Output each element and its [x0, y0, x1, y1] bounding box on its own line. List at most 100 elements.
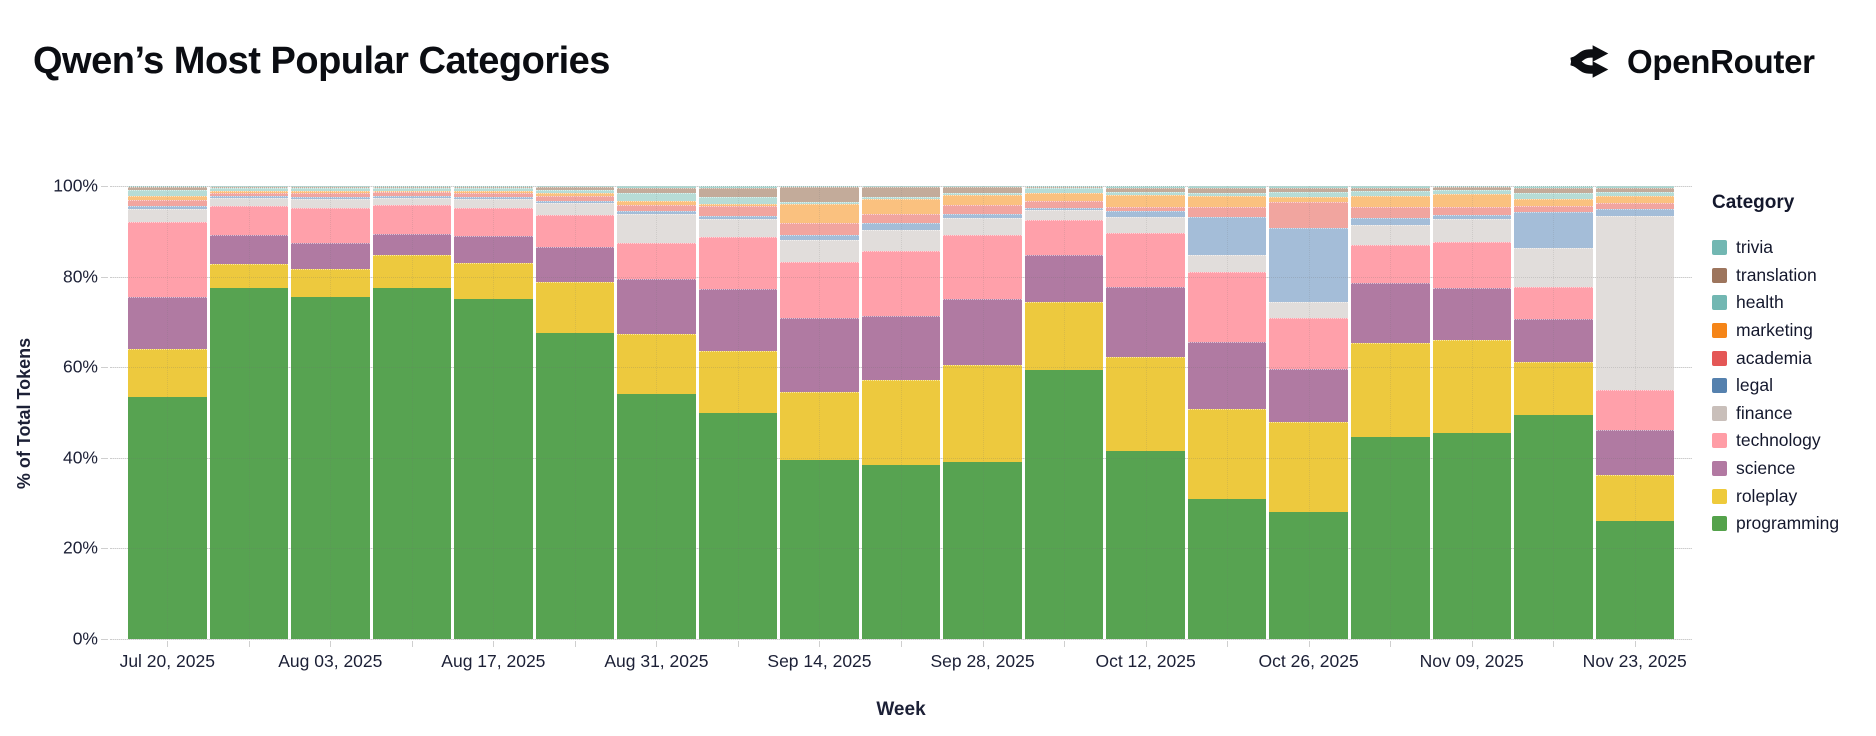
bar-segment-finance[interactable]: [1187, 254, 1267, 273]
bar-segment-academia[interactable]: [698, 206, 778, 216]
bar-segment-translation[interactable]: [780, 187, 859, 202]
bar-segment-legal[interactable]: [698, 215, 778, 220]
bar-segment-roleplay[interactable]: [617, 333, 696, 395]
bar-segment-health[interactable]: [943, 192, 1022, 196]
bar-segment-trivia[interactable]: [1350, 186, 1430, 188]
bar-segment-legal[interactable]: [861, 223, 941, 231]
bar-segment-marketing[interactable]: [454, 191, 533, 194]
legend-item-marketing[interactable]: marketing: [1712, 317, 1872, 345]
bar-segment-roleplay[interactable]: [943, 364, 1022, 463]
bar-segment-marketing[interactable]: [1432, 194, 1512, 207]
bar-segment-health[interactable]: [1024, 188, 1104, 193]
bar-segment-programming[interactable]: [1187, 498, 1267, 639]
bar-segment-marketing[interactable]: [617, 201, 696, 205]
bar-segment-legal[interactable]: [780, 234, 859, 241]
bar-segment-marketing[interactable]: [291, 191, 370, 194]
bar-segment-technology[interactable]: [128, 222, 207, 297]
bar-segment-trivia[interactable]: [372, 186, 452, 188]
legend-item-trivia[interactable]: trivia: [1712, 234, 1872, 262]
bar-segment-finance[interactable]: [209, 198, 289, 206]
bar-segment-science[interactable]: [209, 235, 289, 265]
bar-segment-finance[interactable]: [454, 199, 533, 209]
bar-segment-academia[interactable]: [372, 192, 452, 197]
bar-segment-roleplay[interactable]: [1514, 361, 1593, 415]
bar-segment-programming[interactable]: [861, 464, 941, 639]
bar-segment-finance[interactable]: [1106, 216, 1185, 234]
bar-segment-trivia[interactable]: [1514, 186, 1593, 189]
bar-segment-science[interactable]: [780, 318, 859, 393]
bar-segment-roleplay[interactable]: [209, 264, 289, 289]
bar-segment-legal[interactable]: [209, 196, 289, 199]
bar-segment-programming[interactable]: [780, 460, 859, 639]
bar-aug-03-2025[interactable]: [291, 186, 370, 639]
bar-segment-health[interactable]: [1350, 191, 1430, 196]
bar-segment-academia[interactable]: [943, 205, 1022, 215]
bar-aug-24-2025[interactable]: [535, 186, 615, 639]
bar-segment-legal[interactable]: [1514, 212, 1593, 248]
legend-item-legal[interactable]: legal: [1712, 372, 1872, 400]
bar-segment-science[interactable]: [1187, 342, 1267, 409]
bar-segment-legal[interactable]: [1187, 217, 1267, 255]
bar-segment-programming[interactable]: [943, 462, 1022, 639]
bar-segment-academia[interactable]: [617, 204, 696, 212]
bar-segment-finance[interactable]: [780, 240, 859, 262]
bar-segment-academia[interactable]: [454, 193, 533, 198]
bar-segment-technology[interactable]: [1350, 244, 1430, 283]
bar-segment-marketing[interactable]: [372, 190, 452, 193]
bar-segment-finance[interactable]: [1269, 302, 1348, 319]
bar-segment-legal[interactable]: [1106, 210, 1185, 217]
bar-segment-programming[interactable]: [1514, 414, 1593, 639]
bar-segment-programming[interactable]: [128, 396, 207, 639]
bar-segment-marketing[interactable]: [128, 196, 207, 201]
legend-item-finance[interactable]: finance: [1712, 400, 1872, 428]
bar-segment-technology[interactable]: [861, 250, 941, 316]
bar-segment-finance[interactable]: [617, 214, 696, 243]
bar-segment-marketing[interactable]: [1514, 198, 1593, 207]
bar-segment-academia[interactable]: [291, 193, 370, 198]
bar-segment-science[interactable]: [454, 236, 533, 263]
bar-segment-academia[interactable]: [1269, 202, 1348, 229]
bar-segment-legal[interactable]: [1595, 208, 1675, 216]
bar-oct-05-2025[interactable]: [1024, 185, 1104, 639]
bar-segment-legal[interactable]: [291, 197, 370, 200]
bar-segment-science[interactable]: [372, 233, 452, 255]
bar-segment-marketing[interactable]: [209, 190, 289, 193]
bar-segment-legal[interactable]: [372, 196, 452, 198]
bar-segment-science[interactable]: [1432, 287, 1512, 340]
bar-segment-finance[interactable]: [1350, 225, 1430, 245]
legend-item-translation[interactable]: translation: [1712, 262, 1872, 290]
legend-item-academia[interactable]: academia: [1712, 344, 1872, 372]
bar-segment-trivia[interactable]: [617, 186, 696, 188]
bar-segment-marketing[interactable]: [1595, 196, 1675, 203]
bar-segment-health[interactable]: [1595, 191, 1675, 197]
bar-segment-trivia[interactable]: [454, 186, 533, 188]
bar-segment-marketing[interactable]: [861, 199, 941, 215]
bar-segment-marketing[interactable]: [1106, 195, 1185, 208]
bar-segment-legal[interactable]: [1024, 208, 1104, 210]
bar-segment-legal[interactable]: [943, 214, 1022, 219]
bar-segment-legal[interactable]: [128, 205, 207, 209]
bar-segment-finance[interactable]: [861, 230, 941, 251]
bar-segment-translation[interactable]: [1514, 188, 1593, 193]
bar-segment-roleplay[interactable]: [780, 392, 859, 461]
bar-segment-translation[interactable]: [617, 187, 696, 194]
bar-segment-academia[interactable]: [1024, 200, 1104, 209]
bar-segment-trivia[interactable]: [1106, 186, 1185, 188]
bar-segment-roleplay[interactable]: [698, 351, 778, 413]
bar-segment-science[interactable]: [1350, 282, 1430, 344]
bar-segment-health[interactable]: [1187, 192, 1267, 197]
bar-segment-marketing[interactable]: [1269, 196, 1348, 203]
bar-segment-health[interactable]: [861, 196, 941, 200]
bar-segment-health[interactable]: [1106, 192, 1185, 196]
bar-segment-technology[interactable]: [209, 205, 289, 236]
bar-segment-marketing[interactable]: [1024, 192, 1104, 201]
bar-segment-technology[interactable]: [617, 242, 696, 279]
bar-oct-19-2025[interactable]: [1187, 186, 1267, 639]
bar-segment-technology[interactable]: [291, 208, 370, 243]
bar-segment-health[interactable]: [372, 188, 452, 191]
bar-segment-trivia[interactable]: [780, 186, 859, 188]
bar-segment-marketing[interactable]: [1187, 196, 1267, 208]
bar-segment-science[interactable]: [1024, 255, 1104, 303]
bar-segment-health[interactable]: [209, 188, 289, 191]
bar-segment-academia[interactable]: [780, 223, 859, 235]
